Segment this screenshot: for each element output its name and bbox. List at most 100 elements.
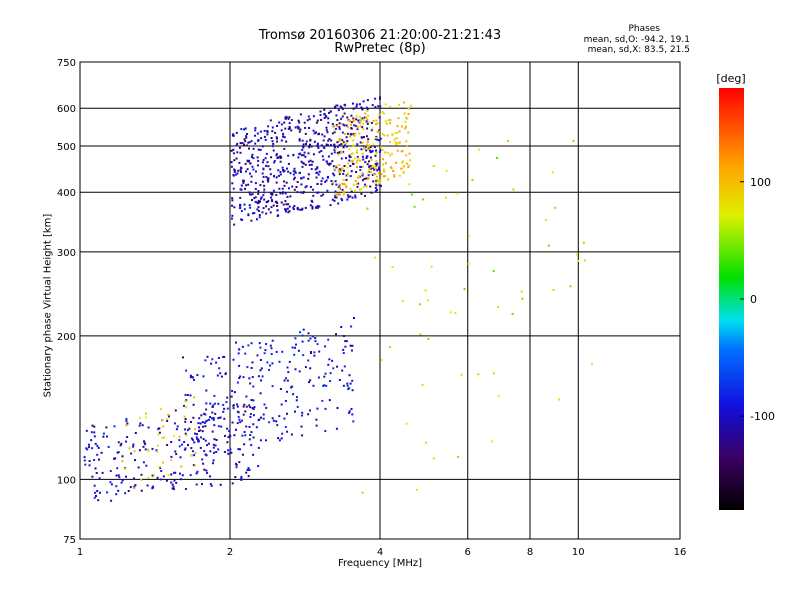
data-point [226,396,229,399]
data-point [293,167,296,170]
data-point [211,358,214,361]
data-point [141,424,144,427]
data-point [240,210,243,212]
data-point [215,439,218,441]
data-point [175,481,178,484]
data-point [234,476,237,478]
data-point [478,148,481,151]
data-point [247,183,250,186]
data-point [172,488,175,491]
x-tick-label: 6 [465,547,471,558]
data-point [410,193,413,196]
data-point [355,118,358,121]
data-point [188,427,191,430]
data-point [365,135,368,138]
data-point [326,162,329,165]
data-point [355,161,358,164]
data-point [365,177,368,180]
data-point [125,424,128,427]
data-point [347,162,350,165]
data-point [381,111,384,114]
data-point [233,159,236,162]
data-point [243,203,246,206]
data-point [336,119,339,121]
data-point [124,492,127,495]
data-point [358,132,361,135]
data-point [138,449,141,452]
data-point [325,160,328,163]
data-point [217,357,220,359]
data-point [293,178,295,181]
chart-subtitle: RwPretec (8p) [334,41,426,56]
data-point [370,129,373,132]
data-point [445,196,447,199]
data-point [265,439,267,442]
data-point [365,116,368,119]
data-point [362,145,365,148]
data-point [235,144,238,147]
data-point [324,372,327,375]
data-point [170,459,173,461]
data-point [356,128,359,131]
data-point [263,403,266,406]
data-point [262,167,265,170]
data-point [351,379,354,382]
data-point [298,121,301,124]
data-point [276,125,279,127]
data-point [307,413,310,416]
data-point [251,361,254,364]
data-point [378,150,381,153]
data-point [236,422,239,425]
data-point [270,206,273,209]
data-point [401,161,404,164]
data-point [379,149,382,152]
data-point [269,344,272,347]
data-point [249,413,252,415]
data-point [373,168,376,171]
data-point [152,486,155,489]
data-point [284,210,287,213]
data-point [387,152,389,155]
data-point [379,145,382,148]
data-point [345,186,348,189]
data-point [280,129,283,132]
data-point [372,143,375,146]
data-point [300,177,302,180]
data-point [159,408,162,411]
data-point [370,122,373,124]
data-point [288,187,290,190]
data-point [352,163,355,165]
data-point [286,195,289,198]
data-point [85,447,88,450]
data-point [185,369,188,372]
data-point [445,169,448,172]
data-point [100,451,103,454]
data-point [277,437,280,440]
data-point [222,404,225,406]
data-point [179,472,181,475]
data-point [237,416,240,418]
data-point [262,413,265,416]
data-point [343,169,345,172]
data-point [349,382,352,385]
data-point [226,441,229,444]
data-point [350,114,353,117]
data-point [497,306,500,309]
data-point [250,156,253,158]
data-point [235,462,237,465]
data-point [335,333,337,336]
data-point [325,126,328,129]
data-point [355,183,358,185]
data-point [335,196,338,199]
data-point [246,133,248,135]
data-point [327,121,330,124]
data-point [554,206,557,209]
data-point [341,369,344,372]
data-point [248,159,251,162]
data-point [302,190,305,193]
data-point [307,173,310,176]
data-point [172,485,175,488]
data-point [224,434,226,437]
data-point [349,187,352,190]
data-point [238,418,241,421]
